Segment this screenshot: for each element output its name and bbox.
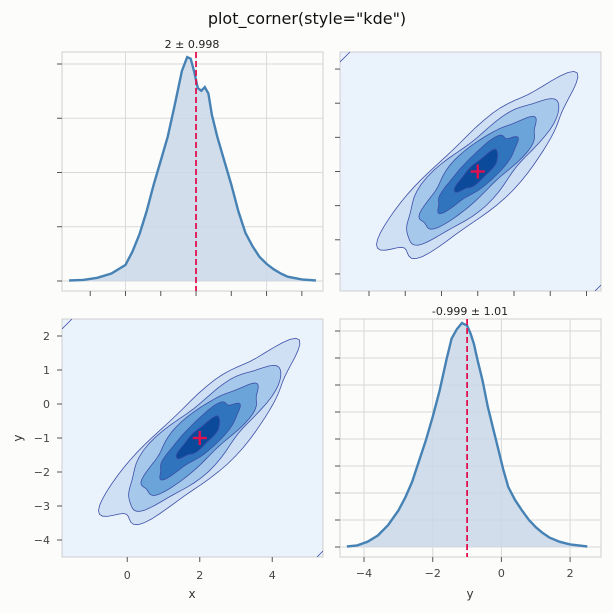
xtick-label-2: 4 [269,569,276,582]
ytick-label-6: 2 [43,330,50,343]
corner-edge-tl [340,52,351,63]
kde-2d-upper-ticks [335,68,587,296]
kde-2d-upper-panel [335,51,602,296]
kde-y-density-line [346,321,588,548]
kde-2d-xlabel: x [188,587,195,601]
corner-edge-tl [62,319,73,330]
ytick-label-5: 1 [43,364,50,377]
kde-2d-mean-marker [192,431,207,445]
kde-x-panel-title: 2 ± 0.998 [165,38,220,51]
kde-y-density-fill [346,323,588,547]
ytick-label-1: −3 [34,500,50,513]
ytick-label-3: −1 [34,432,50,445]
kde-2d-ticks: 0 2 4 −4 −3 −2 −1 0 1 2 [34,330,276,582]
corner-edge-br [594,284,601,291]
ytick-label-0: −4 [34,534,50,547]
kde-2d-ylabel: y [11,434,25,441]
kde-x-density-line [69,55,316,282]
xtick-label-0: −4 [356,567,372,580]
xtick-label-3: 2 [567,567,574,580]
xtick-label-0: 0 [124,569,131,582]
xtick-label-2: 0 [498,567,505,580]
corner-edge-br [316,550,323,557]
kde-2d-upper-mean-marker [470,164,485,179]
xtick-label-1: −2 [425,567,441,580]
figure-title: plot_corner(style="kde") [208,9,406,29]
kde-y-panel: -0.999 ± 1.01 −4 −2 0 2 y [335,305,602,601]
kde-x-panel: 2 ± 0.998 [57,38,324,296]
kde-x-density-fill [69,57,316,281]
ytick-label-2: −2 [34,466,50,479]
kde-x-ticks [57,63,303,296]
ytick-label-4: 0 [43,398,50,411]
kde-2d-panel: 0 2 4 −4 −3 −2 −1 0 1 2 x y [11,318,324,601]
kde-y-panel-title: -0.999 ± 1.01 [432,305,508,318]
xtick-label-1: 2 [196,569,203,582]
kde-y-xlabel: y [466,587,473,601]
kde-y-ticks: −4 −2 0 2 [335,330,574,580]
